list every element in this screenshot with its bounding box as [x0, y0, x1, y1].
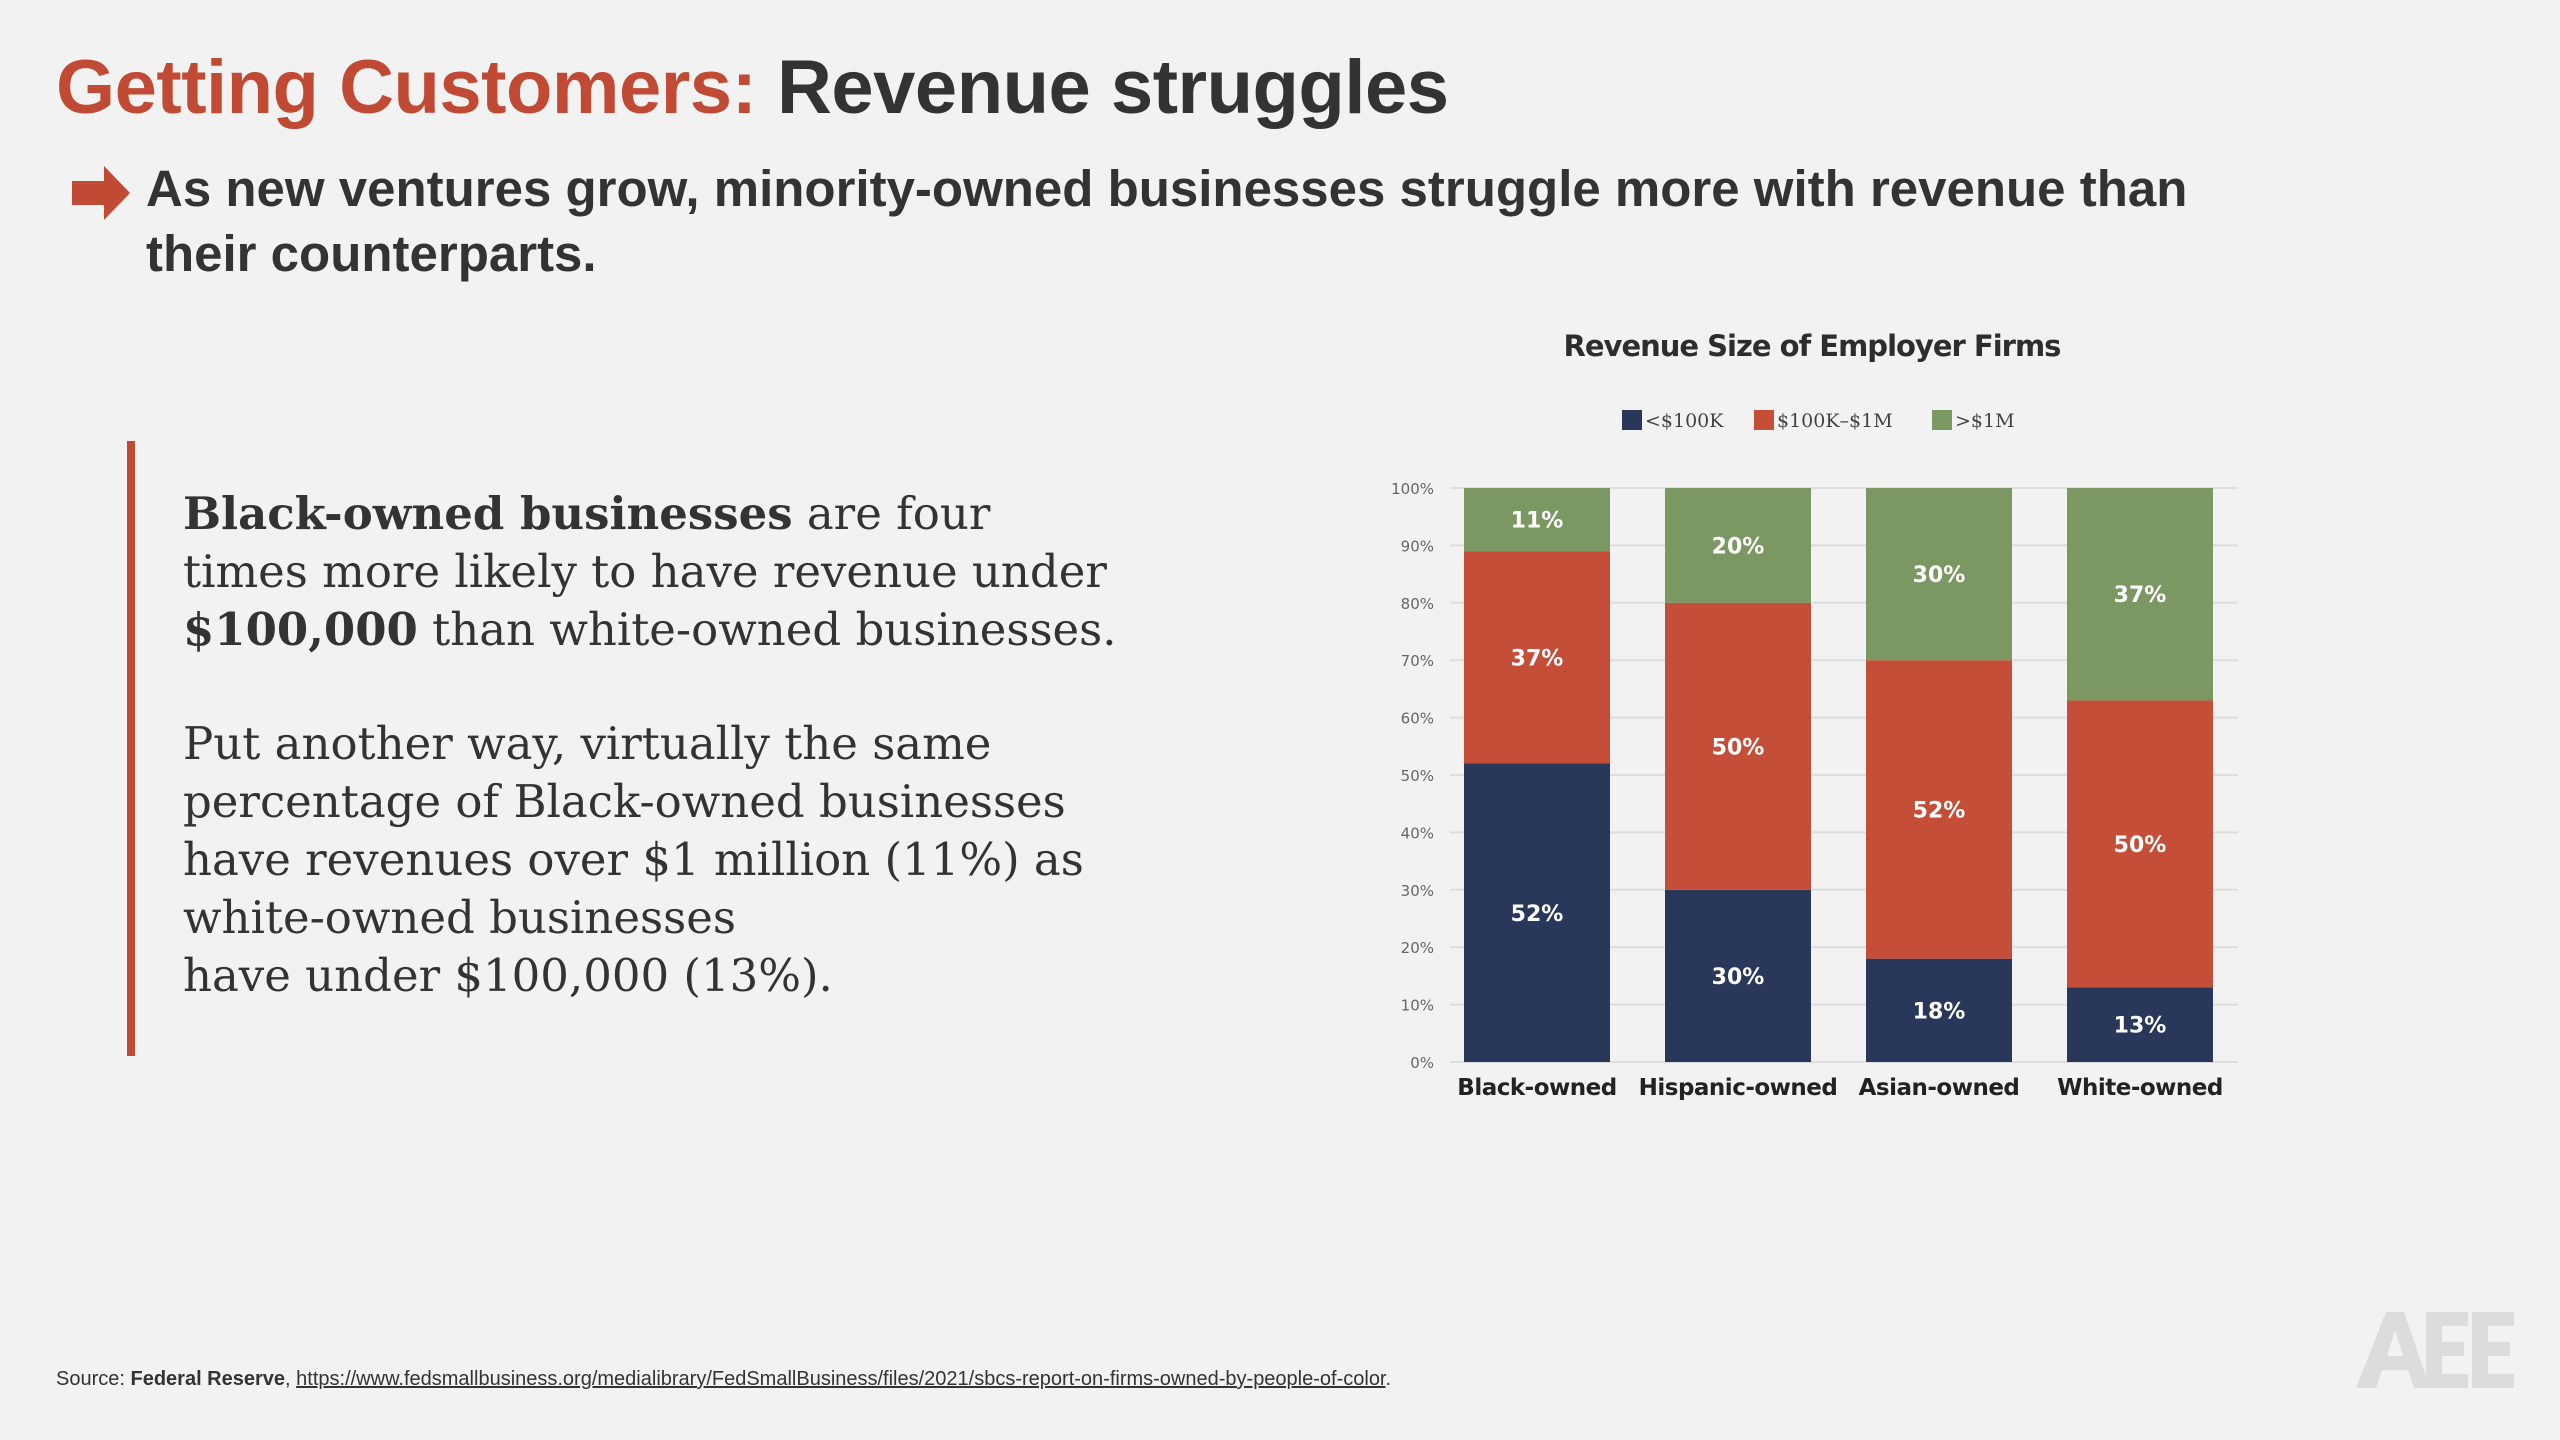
bar-segment [1464, 763, 1610, 1062]
paragraph-2: Put another way, virtually the same perc… [183, 715, 1143, 1005]
chart-title: Revenue Size of Employer Firms [1564, 329, 2061, 363]
bar-segment [2067, 700, 2213, 988]
source-separator: , [285, 1368, 297, 1390]
bar-segment [2067, 987, 2213, 1062]
stacked-bar-chart: Revenue Size of Employer Firms <$100K $100… [1391, 329, 2238, 1101]
legend-swatch [1754, 410, 1774, 430]
p2-line: have under $100,000 (13%). [183, 949, 833, 1002]
source-footnote: Source: Federal Reserve, https://www.fed… [56, 1368, 1391, 1391]
body-text: Black-owned businesses are four times mo… [183, 485, 1143, 1005]
legend-label: $100K–$1M [1777, 410, 1893, 432]
p1-text-3: than white-owned businesses. [417, 603, 1117, 656]
p1-text-1: are four [792, 487, 991, 540]
subtitle-text: As new ventures grow, minority-owned bus… [146, 156, 2187, 286]
aee-logo [2356, 1312, 2514, 1388]
y-tick-label: 70% [1401, 652, 1434, 670]
data-label: 52% [1913, 798, 1966, 823]
p2-line: Put another way, virtually the same [183, 717, 992, 770]
category-label: White-owned [2057, 1075, 2223, 1101]
bar-segment [1464, 551, 1610, 764]
page-title: Getting Customers: Revenue struggles [56, 44, 1449, 131]
p2-line: percentage of Black-owned businesses [183, 775, 1066, 828]
subtitle-line-1: As new ventures grow, minority-owned bus… [146, 160, 2188, 217]
bar-segment [2067, 488, 2213, 701]
title-accent: Getting Customers: [56, 45, 757, 130]
data-label: 37% [1511, 646, 1564, 671]
data-label: 50% [1712, 735, 1765, 760]
legend-swatch [1622, 410, 1642, 430]
subtitle-line-2: their counterparts. [146, 225, 597, 282]
p1-line-2: times more likely to have revenue under [183, 545, 1107, 598]
data-label: 37% [2114, 583, 2167, 608]
data-label: 52% [1511, 902, 1564, 927]
source-end: . [1385, 1368, 1392, 1390]
bar-segment [1665, 889, 1811, 1062]
y-tick-label: 0% [1410, 1054, 1434, 1072]
y-tick-label: 30% [1401, 882, 1434, 900]
y-tick-label: 40% [1401, 824, 1434, 842]
data-label: 50% [2114, 833, 2167, 858]
bar-segment [1464, 488, 1610, 552]
p2-line: have revenues over $1 million (11%) as [183, 833, 1084, 886]
paragraph-1: Black-owned businesses are four times mo… [183, 485, 1143, 659]
data-label: 13% [2114, 1014, 2167, 1039]
y-tick-label: 100% [1391, 480, 1434, 498]
p2-line: white-owned businesses [183, 891, 736, 944]
y-tick-label: 20% [1401, 939, 1434, 957]
quote-bar [127, 441, 135, 1056]
arrow-right-icon [72, 166, 130, 220]
bold-black-owned: Black-owned businesses [183, 487, 793, 540]
legend-label: <$100K [1645, 410, 1724, 432]
subtitle: As new ventures grow, minority-owned bus… [70, 156, 2330, 286]
bar-segment [1866, 488, 2012, 661]
y-tick-label: 60% [1401, 710, 1434, 728]
data-label: 18% [1913, 999, 1966, 1024]
legend-label: >$1M [1955, 410, 2015, 432]
y-tick-label: 80% [1401, 595, 1434, 613]
chart: Revenue Size of Employer Firms <$100K $100… [1360, 320, 2240, 1120]
bar-segment [1665, 602, 1811, 890]
legend-swatch [1932, 410, 1952, 430]
bar-segment [1866, 660, 2012, 959]
category-label: Black-owned [1457, 1075, 1616, 1101]
y-tick-label: 90% [1401, 537, 1434, 555]
bold-100k: $100,000 [183, 603, 418, 656]
data-label: 20% [1712, 534, 1765, 559]
data-label: 11% [1511, 509, 1564, 534]
source-link[interactable]: https://www.fedsmallbusiness.org/mediali… [296, 1368, 1386, 1390]
y-tick-label: 50% [1401, 767, 1434, 785]
data-label: 30% [1712, 965, 1765, 990]
bar-segment [1665, 488, 1811, 603]
data-label: 30% [1913, 563, 1966, 588]
category-label: Hispanic-owned [1639, 1075, 1838, 1101]
bar-segment [1866, 958, 2012, 1062]
title-rest: Revenue struggles [777, 45, 1449, 130]
y-tick-label: 10% [1401, 997, 1434, 1015]
source-name: Federal Reserve [130, 1368, 286, 1390]
source-label: Source: [56, 1368, 131, 1390]
category-label: Asian-owned [1859, 1075, 2020, 1101]
